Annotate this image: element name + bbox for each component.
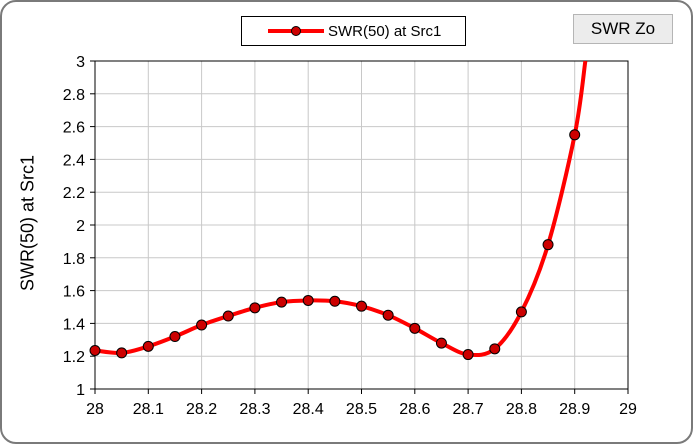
data-point [169, 331, 181, 343]
data-point [276, 296, 288, 308]
x-tick-label: 28.4 [293, 401, 324, 418]
x-tick-label: 28.5 [346, 401, 377, 418]
x-tick-label: 29 [619, 401, 637, 418]
data-point [222, 310, 234, 322]
series-line [95, 61, 588, 358]
y-tick-label: 2.2 [63, 185, 85, 202]
data-point [542, 239, 554, 251]
x-tick-label: 28 [86, 401, 104, 418]
y-tick-label: 1.2 [63, 349, 85, 366]
x-tick-label: 28.9 [559, 401, 590, 418]
y-tick-label: 2.8 [63, 87, 85, 104]
data-point [116, 347, 128, 359]
x-tick-label: 28.8 [506, 401, 537, 418]
swr-zo-button[interactable]: SWR Zo [573, 14, 673, 44]
legend-marker-icon [268, 17, 324, 45]
data-point [489, 343, 501, 355]
data-point [435, 337, 447, 349]
y-tick-label: 2 [76, 218, 85, 235]
data-point [249, 302, 261, 314]
y-tick-label: 2.4 [63, 152, 85, 169]
y-tick-label: 1.4 [63, 316, 85, 333]
legend: SWR(50) at Src1 [241, 16, 466, 46]
legend-label: SWR(50) at Src1 [328, 22, 442, 40]
data-point [356, 300, 367, 312]
data-point [142, 340, 154, 352]
data-point [89, 344, 101, 356]
data-point [569, 129, 581, 141]
x-tick-label: 28.6 [399, 401, 430, 418]
y-tick-label: 1 [76, 382, 85, 399]
x-tick-label: 28.3 [239, 401, 270, 418]
data-point [409, 322, 421, 334]
data-point [329, 295, 341, 307]
x-tick-label: 28.1 [133, 401, 164, 418]
x-tick-label: 28.7 [453, 401, 484, 418]
y-tick-label: 2.6 [63, 120, 85, 137]
x-tick-label: 28.2 [186, 401, 217, 418]
y-tick-label: 1.8 [63, 251, 85, 268]
y-tick-label: 1.6 [63, 284, 85, 301]
y-tick-label: 3 [76, 54, 85, 71]
data-point [302, 294, 314, 306]
data-point [515, 306, 527, 318]
data-point [462, 349, 474, 361]
data-point [196, 319, 208, 331]
data-point [382, 309, 394, 321]
